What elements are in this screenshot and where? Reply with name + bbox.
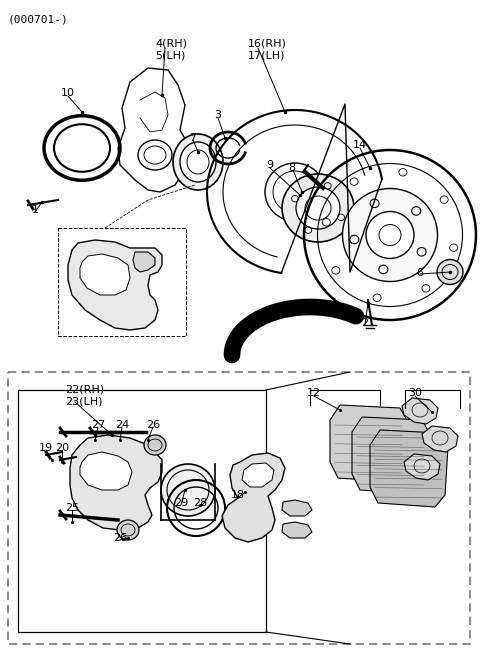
Text: 1: 1 [32,205,38,215]
Polygon shape [370,430,448,507]
Ellipse shape [180,142,216,182]
Text: 23(LH): 23(LH) [65,396,103,406]
Ellipse shape [265,163,325,221]
Text: 3: 3 [215,110,221,120]
Text: 16(RH): 16(RH) [248,38,287,48]
Ellipse shape [366,211,414,258]
Polygon shape [80,254,130,295]
Text: 19: 19 [39,443,53,453]
Ellipse shape [161,464,215,516]
Polygon shape [80,452,132,490]
Text: 29: 29 [174,498,188,508]
Polygon shape [330,405,408,482]
Text: 9: 9 [266,160,274,170]
Text: 28: 28 [193,498,207,508]
Polygon shape [282,500,312,516]
Polygon shape [70,435,162,530]
Text: 17(LH): 17(LH) [248,50,286,60]
Text: 20: 20 [55,443,69,453]
Text: 14: 14 [353,140,367,150]
Ellipse shape [437,260,463,285]
Text: (000701-): (000701-) [8,14,69,24]
Ellipse shape [296,187,340,229]
Text: 7: 7 [190,133,197,143]
Polygon shape [282,522,312,538]
Text: 6: 6 [417,268,423,278]
Polygon shape [422,426,458,452]
Text: 18: 18 [231,490,245,500]
Text: 27: 27 [91,420,105,430]
Polygon shape [242,463,274,487]
Text: 8: 8 [288,163,296,173]
Polygon shape [222,453,285,542]
Text: 10: 10 [61,88,75,98]
Polygon shape [402,398,438,424]
Text: 12: 12 [307,388,321,398]
Ellipse shape [343,188,437,281]
Polygon shape [352,417,430,494]
Ellipse shape [117,520,139,540]
Text: 24: 24 [115,420,129,430]
Ellipse shape [282,174,354,242]
Text: 4(RH): 4(RH) [155,38,187,48]
Text: 22(RH): 22(RH) [65,385,104,395]
Text: 30: 30 [408,388,422,398]
Ellipse shape [144,435,166,455]
Text: 2: 2 [361,318,369,328]
Polygon shape [133,252,155,272]
Text: 5(LH): 5(LH) [155,50,185,60]
Ellipse shape [173,134,223,190]
Text: 25: 25 [65,503,79,513]
Polygon shape [68,240,162,330]
Text: 26: 26 [146,420,160,430]
Text: 26: 26 [113,533,127,543]
Polygon shape [404,454,440,480]
